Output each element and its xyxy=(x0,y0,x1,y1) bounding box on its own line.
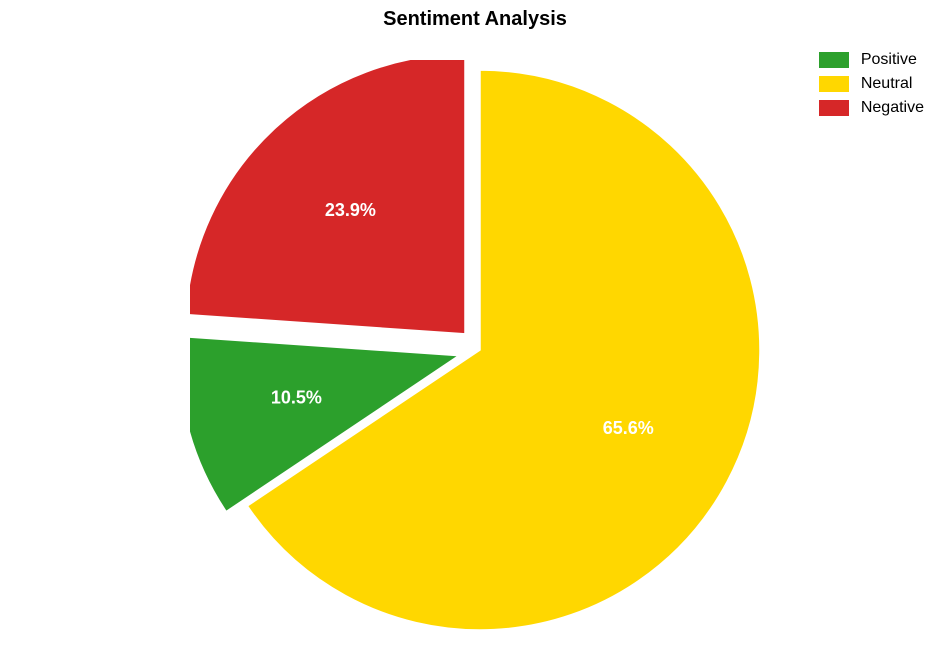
legend-label-neutral: Neutral xyxy=(861,75,913,93)
pie-label-positive: 10.5% xyxy=(271,388,322,408)
chart-title: Sentiment Analysis xyxy=(0,8,950,31)
legend-swatch-neutral xyxy=(819,76,849,92)
pie-chart: 23.9% 10.5% 65.6% xyxy=(190,60,770,640)
pie-label-negative: 23.9% xyxy=(325,200,376,220)
legend-item-positive: Positive xyxy=(819,48,924,72)
legend: Positive Neutral Negative xyxy=(819,48,924,120)
legend-swatch-negative xyxy=(819,100,849,116)
legend-item-neutral: Neutral xyxy=(819,72,924,96)
legend-label-negative: Negative xyxy=(861,99,924,117)
legend-item-negative: Negative xyxy=(819,96,924,120)
legend-swatch-positive xyxy=(819,52,849,68)
pie-label-neutral: 65.6% xyxy=(603,418,654,438)
pie-slice-negative xyxy=(190,60,465,334)
legend-label-positive: Positive xyxy=(861,51,917,69)
chart-container: Sentiment Analysis 23.9% 10.5% 65.6% Posit… xyxy=(0,0,950,662)
